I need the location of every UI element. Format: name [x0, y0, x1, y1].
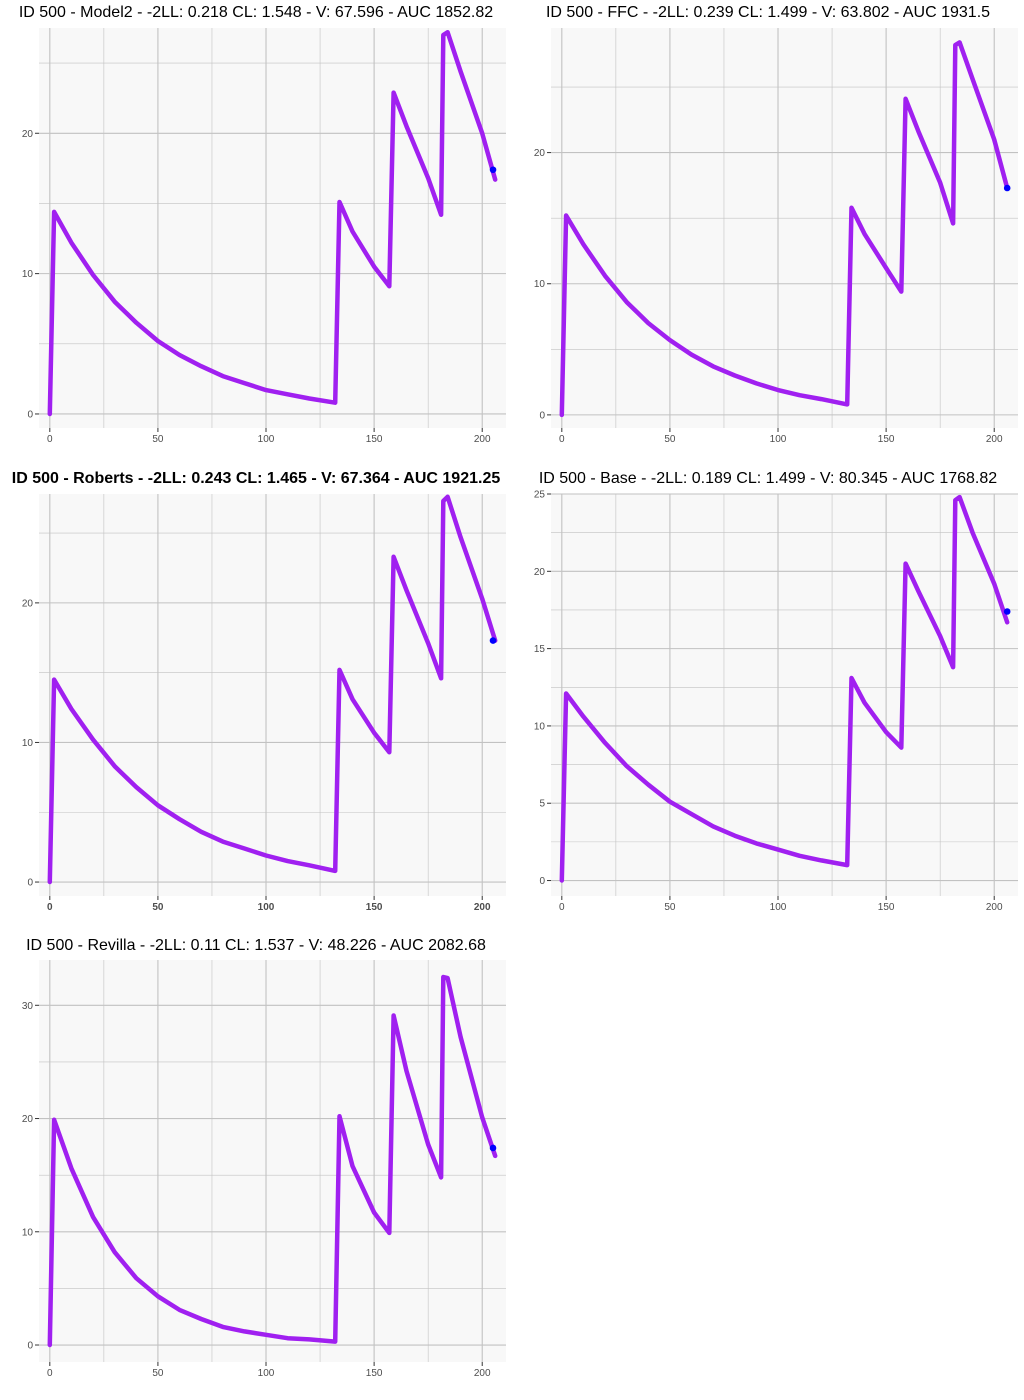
y-tick-label: 0 — [27, 878, 33, 889]
x-tick-label: 50 — [664, 434, 676, 445]
y-tick-label: 0 — [539, 410, 545, 421]
x-tick-label: 50 — [152, 1368, 164, 1379]
observation-point — [489, 637, 497, 644]
plot-background — [39, 494, 506, 896]
concentration-curve — [47, 29, 498, 417]
y-tick-label: 10 — [22, 1227, 34, 1238]
concentration-curve — [559, 494, 1010, 883]
x-tick-label: 0 — [559, 434, 565, 445]
x-tick-label: 50 — [664, 902, 676, 913]
y-tick-label: 20 — [534, 148, 546, 159]
y-tick-label: 30 — [22, 1001, 34, 1012]
plot-panel-revilla: ID 500 - Revilla - -2LL: 0.11 CL: 1.537 … — [0, 932, 512, 1394]
y-tick-label: 20 — [534, 567, 546, 578]
x-tick-label: 100 — [770, 434, 787, 445]
y-tick-label: 20 — [22, 1114, 34, 1125]
x-tick-label: 150 — [366, 902, 383, 913]
plot-area: 0 50 100 150 200 0 10 20 30 — [22, 960, 506, 1379]
x-tick-label: 0 — [47, 902, 53, 913]
y-tick-label: 10 — [534, 721, 546, 732]
chart-title: ID 500 - Revilla - -2LL: 0.11 CL: 1.537 … — [26, 937, 486, 954]
x-tick-label: 100 — [258, 902, 275, 913]
plot-panel-ffc: ID 500 - FFC - -2LL: 0.239 CL: 1.499 - V… — [512, 0, 1024, 460]
x-tick-label: 200 — [474, 1368, 491, 1379]
plot-area: 0 50 100 150 200 0 10 20 — [22, 28, 506, 445]
plot-area: 0 50 100 150 200 0 10 20 — [22, 494, 506, 913]
x-tick-label: 150 — [878, 902, 895, 913]
plot-panel-roberts: ID 500 - Roberts - -2LL: 0.243 CL: 1.465… — [0, 466, 512, 926]
x-tick-label: 0 — [47, 434, 53, 445]
chart-title: ID 500 - Model2 - -2LL: 0.218 CL: 1.548 … — [18, 4, 494, 21]
x-tick-label: 0 — [559, 902, 565, 913]
plot-area: 0 50 100 150 200 0 5 10 15 20 25 — [534, 490, 1018, 913]
y-tick-label: 10 — [22, 738, 34, 749]
x-tick-label: 0 — [47, 1368, 53, 1379]
x-tick-label: 100 — [770, 902, 787, 913]
x-tick-label: 100 — [258, 434, 275, 445]
x-tick-label: 200 — [986, 902, 1003, 913]
y-tick-label: 25 — [534, 490, 546, 501]
plot-background — [551, 494, 1018, 896]
y-tick-label: 10 — [22, 269, 34, 280]
x-tick-label: 100 — [258, 1368, 275, 1379]
plot-panel-base: ID 500 - Base - -2LL: 0.189 CL: 1.499 - … — [512, 466, 1024, 926]
y-tick-label: 20 — [22, 598, 34, 609]
x-tick-label: 150 — [878, 434, 895, 445]
y-tick-label: 0 — [27, 409, 33, 420]
x-tick-label: 200 — [986, 434, 1003, 445]
x-tick-label: 50 — [152, 902, 164, 913]
plot-background — [39, 28, 506, 428]
observation-point — [489, 166, 497, 174]
x-tick-label: 50 — [152, 434, 164, 445]
y-tick-label: 0 — [539, 876, 545, 887]
x-tick-label: 200 — [474, 902, 491, 913]
plot-panel-model2: ID 500 - Model2 - -2LL: 0.218 CL: 1.548 … — [0, 0, 512, 460]
observation-point — [1003, 608, 1011, 615]
plot-background — [551, 28, 1018, 428]
x-tick-label: 200 — [474, 434, 491, 445]
y-tick-label: 0 — [27, 1341, 33, 1352]
concentration-curve — [47, 494, 498, 885]
concentration-curve — [559, 40, 1010, 418]
x-tick-label: 150 — [366, 1368, 383, 1379]
observation-point — [489, 1144, 497, 1152]
chart-title: ID 500 - Roberts - -2LL: 0.243 CL: 1.465… — [11, 470, 501, 487]
plot-area: 0 50 100 150 200 0 10 20 — [534, 28, 1018, 445]
chart-title: ID 500 - Base - -2LL: 0.189 CL: 1.499 - … — [538, 470, 998, 487]
y-tick-label: 10 — [534, 279, 546, 290]
observation-point — [1003, 184, 1011, 192]
y-tick-label: 15 — [534, 644, 546, 655]
y-tick-label: 5 — [539, 799, 545, 810]
y-tick-label: 20 — [22, 129, 34, 140]
concentration-curve — [47, 974, 498, 1348]
x-tick-label: 150 — [366, 434, 383, 445]
chart-title: ID 500 - FFC - -2LL: 0.239 CL: 1.499 - V… — [545, 4, 991, 21]
